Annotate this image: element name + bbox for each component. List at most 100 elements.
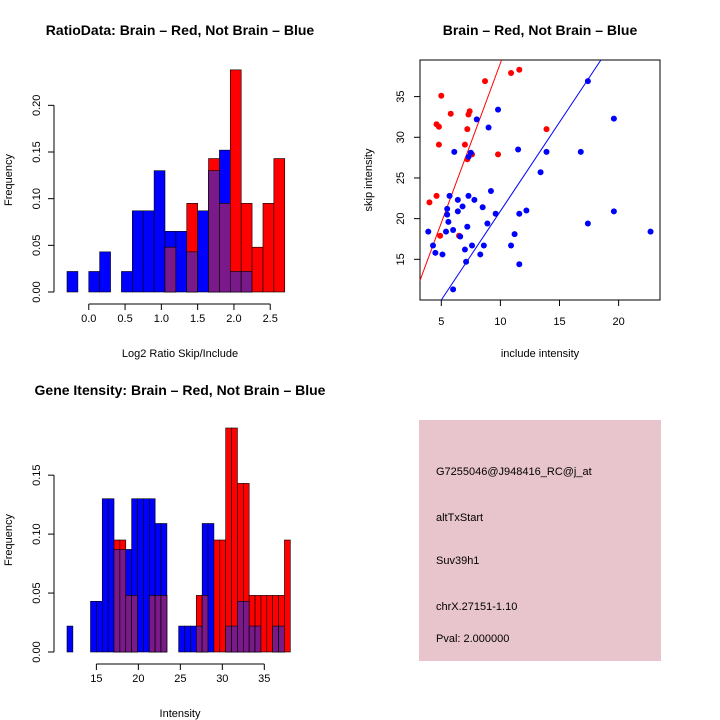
intensity-bar-overlap: [254, 625, 262, 653]
ratio-y-tick-label: 0.15: [31, 141, 43, 162]
intensity-bar-not-brain: [66, 625, 74, 653]
intensity-bar-overlap: [243, 601, 250, 653]
intensity-bar-overlap: [225, 625, 232, 653]
scatter-point-not-brain: [515, 146, 522, 153]
scatter-point-not-brain: [487, 187, 494, 194]
scatter-panel: Brain – Red, Not Brain – Blue include in…: [363, 22, 661, 360]
intensity-x-axis-label: Intensity: [160, 708, 201, 720]
scatter-point-not-brain: [469, 242, 476, 249]
intensity-bar-overlap: [237, 601, 244, 653]
ratio-bar-overlap: [230, 271, 242, 293]
scatter-point-not-brain: [446, 192, 453, 199]
scatter-point-brain: [464, 126, 471, 133]
ratio-x-tick-label: 2.0: [226, 313, 241, 325]
scatter-point-not-brain: [463, 258, 470, 265]
ratio-y-tick-label: 0.20: [31, 95, 43, 116]
intensity-bar-not-brain: [137, 498, 144, 653]
ratio-bar-brain: [273, 158, 286, 293]
intensity-bar-overlap: [148, 595, 156, 653]
scatter-point-not-brain: [461, 246, 468, 253]
scatter-y-tick-label: 25: [395, 172, 407, 184]
intensity-bar-overlap: [119, 549, 127, 653]
scatter-plot-frame: [419, 59, 661, 301]
scatter-point-not-brain: [444, 211, 451, 218]
intensity-bar-not-brain: [184, 625, 191, 653]
scatter-point-brain: [516, 66, 523, 73]
intensity-bar-overlap: [231, 625, 238, 653]
intensity-x-tick-label: 35: [258, 673, 270, 685]
probe-id-text: G7255046@J948416_RC@j_at: [436, 466, 592, 478]
scatter-point-not-brain: [523, 207, 530, 214]
event-type-text: altTxStart: [436, 512, 483, 524]
intensity-axes: 15 20 25 30 35 0.00 0.05 0.10 0.15: [31, 464, 270, 685]
intensity-bar-brain: [260, 595, 268, 653]
scatter-point-brain: [435, 123, 442, 130]
intensity-bar-not-brain: [101, 498, 109, 653]
scatter-point-not-brain: [543, 148, 550, 155]
ratio-histogram-panel: RatioData: Brain – Red, Not Brain – Blue…: [3, 22, 314, 360]
scatter-point-not-brain: [459, 203, 466, 210]
scatter-point-not-brain: [425, 228, 432, 235]
intensity-bar-brain: [231, 427, 238, 653]
ratio-y-tick-label: 0.05: [31, 235, 43, 256]
ratio-bar-overlap: [219, 203, 231, 293]
ratio-y-tick-label: 0.10: [31, 188, 43, 209]
intensity-y-tick-label: 0.00: [31, 641, 43, 662]
scatter-point-not-brain: [454, 196, 461, 203]
intensity-bar-not-brain: [178, 625, 185, 653]
scatter-point-not-brain: [610, 208, 617, 215]
ratio-bar-not-brain: [88, 271, 100, 293]
scatter-point-not-brain: [473, 116, 480, 123]
scatter-point-brain: [437, 232, 444, 239]
ratio-bar-brain: [251, 246, 264, 293]
ratio-bars: [66, 69, 286, 293]
intensity-bar-not-brain: [96, 601, 103, 653]
intensity-y-tick-label: 0.05: [31, 582, 43, 603]
ratio-x-tick-label: 1.0: [154, 313, 169, 325]
scatter-point-not-brain: [443, 228, 450, 235]
intensity-bar-overlap: [160, 595, 168, 653]
scatter-y-tick-label: 30: [395, 131, 407, 143]
scatter-x-tick-label: 15: [553, 316, 565, 328]
scatter-y-tick-label: 20: [395, 213, 407, 225]
ratio-bar-not-brain: [121, 271, 133, 293]
scatter-point-not-brain: [464, 223, 471, 230]
ratio-bar-brain: [262, 203, 275, 293]
scatter-point-not-brain: [457, 233, 464, 240]
scatter-point-not-brain: [432, 249, 439, 256]
scatter-point-not-brain: [445, 218, 452, 225]
scatter-point-not-brain: [454, 208, 461, 215]
scatter-x-axis-label: include intensity: [501, 348, 580, 360]
ratio-bar-not-brain: [132, 210, 144, 293]
ratio-chart-title: RatioData: Brain – Red, Not Brain – Blue: [46, 22, 315, 38]
ratio-x-tick-label: 1.5: [190, 313, 205, 325]
scatter-point-not-brain: [584, 220, 591, 227]
scatter-point-not-brain: [479, 204, 486, 211]
ratio-x-tick-label: 2.5: [263, 313, 278, 325]
intensity-x-tick-label: 30: [216, 673, 228, 685]
info-panel-background: [419, 420, 661, 661]
intensity-histogram-panel: Gene Itensity: Brain – Red, Not Brain – …: [3, 382, 326, 720]
scatter-point-brain: [543, 126, 550, 133]
intensity-bar-brain: [266, 595, 273, 653]
scatter-point-brain: [508, 70, 515, 77]
ratio-bar-brain: [230, 69, 242, 293]
intensity-bar-brain: [284, 539, 291, 653]
scatter-point-not-brain: [537, 169, 544, 176]
ratio-bar-not-brain: [153, 170, 166, 293]
scatter-point-brain: [433, 192, 440, 199]
scatter-point-not-brain: [465, 192, 472, 199]
ratio-x-tick-label: 0.5: [117, 313, 132, 325]
scatter-point-brain: [466, 108, 473, 115]
scatter-point-not-brain: [439, 251, 446, 258]
scatter-point-not-brain: [495, 106, 502, 113]
intensity-x-tick-label: 15: [90, 673, 102, 685]
intensity-bar-brain: [213, 539, 221, 653]
scatter-point-not-brain: [477, 251, 484, 258]
intensity-bars: [66, 427, 291, 653]
ratio-bar-overlap: [208, 170, 220, 293]
ratio-y-tick-label: 0.00: [31, 281, 43, 302]
intensity-y-tick-label: 0.10: [31, 523, 43, 544]
intensity-bar-overlap: [278, 625, 285, 653]
